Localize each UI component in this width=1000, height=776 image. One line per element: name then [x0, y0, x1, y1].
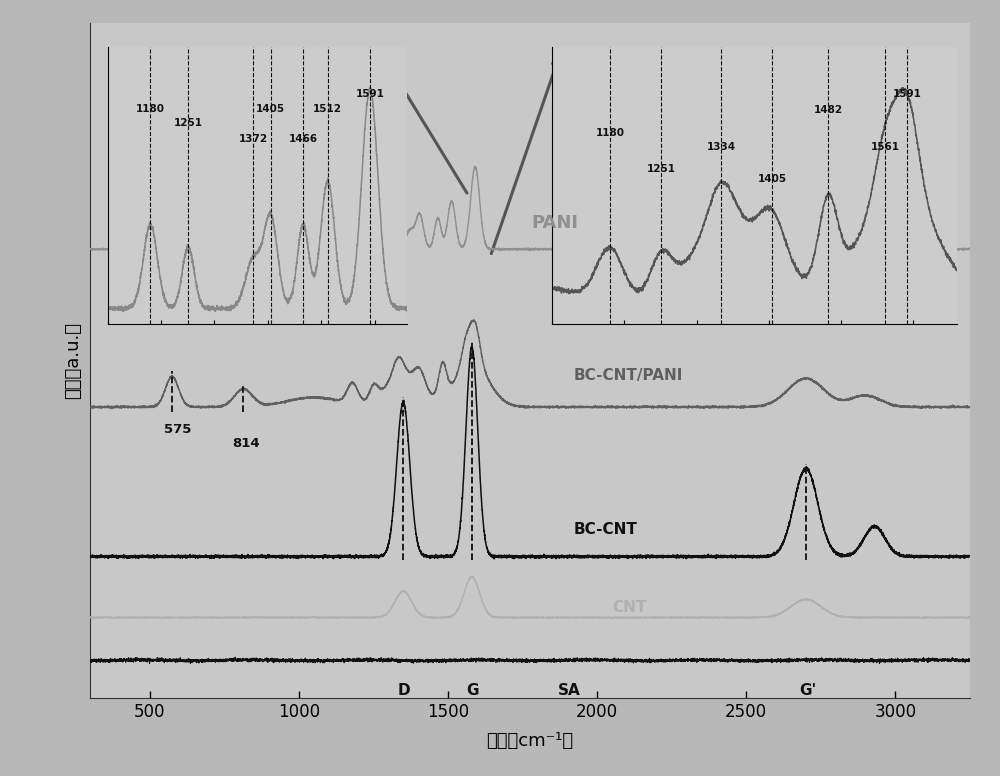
Text: 814: 814 [233, 437, 260, 449]
Text: G: G [466, 683, 478, 698]
Text: BC-CNT/PANI: BC-CNT/PANI [573, 368, 683, 383]
Text: SA: SA [558, 683, 581, 698]
Text: 575: 575 [164, 423, 191, 436]
Text: D: D [397, 683, 410, 698]
Text: PANI: PANI [531, 213, 578, 231]
Y-axis label: 强度（a.u.）: 强度（a.u.） [64, 322, 82, 400]
X-axis label: 波数（cm⁻¹）: 波数（cm⁻¹） [486, 733, 574, 750]
Text: BC-CNT: BC-CNT [573, 522, 637, 538]
Text: G': G' [799, 683, 817, 698]
Text: CNT: CNT [612, 600, 646, 615]
